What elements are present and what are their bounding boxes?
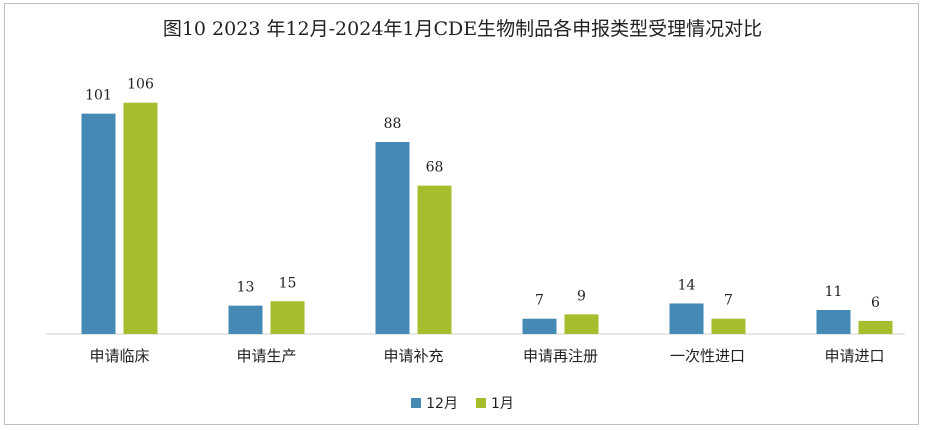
bar-dec-4[interactable] [669,303,704,334]
bar-value-label-jan-2: 68 [426,160,444,176]
legend-item-dec[interactable]: 12月 [411,393,458,413]
category-label-0: 申请临床 [89,347,149,365]
bar-dec-3[interactable] [522,318,557,334]
bar-jan-5[interactable] [858,320,893,334]
bar-value-label-dec-0: 101 [85,88,112,104]
bar-dec-5[interactable] [816,310,851,334]
bar-value-label-dec-4: 14 [678,277,696,293]
legend-swatch-jan [475,398,486,408]
bar-value-label-dec-3: 7 [535,293,544,309]
legend-swatch-dec [411,398,422,408]
bar-dec-1[interactable] [228,305,263,334]
bars-group [81,102,893,335]
bar-value-label-jan-1: 15 [279,275,297,291]
bar-value-label-jan-0: 106 [127,77,154,93]
legend-item-jan[interactable]: 1月 [475,393,514,413]
bar-jan-4[interactable] [711,318,746,334]
bar-value-label-dec-5: 11 [825,284,843,300]
bar-value-label-dec-2: 88 [384,116,402,132]
category-label-2: 申请补充 [383,347,443,365]
bar-jan-0[interactable] [123,102,158,335]
bar-value-label-jan-3: 9 [577,288,586,304]
category-label-5: 申请进口 [824,347,884,365]
bar-value-label-jan-4: 7 [724,293,733,309]
bar-dec-2[interactable] [375,142,410,334]
legend: 12月 1月 [0,393,925,413]
bar-jan-3[interactable] [564,314,599,334]
bar-value-label-jan-5: 6 [871,295,880,311]
bar-jan-2[interactable] [417,185,452,334]
category-label-4: 一次性进口 [670,347,745,365]
category-labels-group: 申请临床 申请生产 申请补充 申请再注册 一次性进口 申请进口 [89,347,884,365]
category-label-3: 申请再注册 [523,347,598,365]
bar-dec-0[interactable] [81,113,116,335]
legend-label-jan: 1月 [490,396,514,412]
category-label-1: 申请生产 [236,347,296,365]
bar-labels-group: 101 106 13 15 88 68 7 9 14 7 11 6 [85,77,880,311]
bar-jan-1[interactable] [270,301,305,334]
bar-value-label-dec-1: 13 [237,280,255,296]
chart-title: 图10 2023 年12月-2024年1月CDE生物制品各申报类型受理情况对比 [162,18,763,40]
legend-label-dec: 12月 [426,396,458,412]
